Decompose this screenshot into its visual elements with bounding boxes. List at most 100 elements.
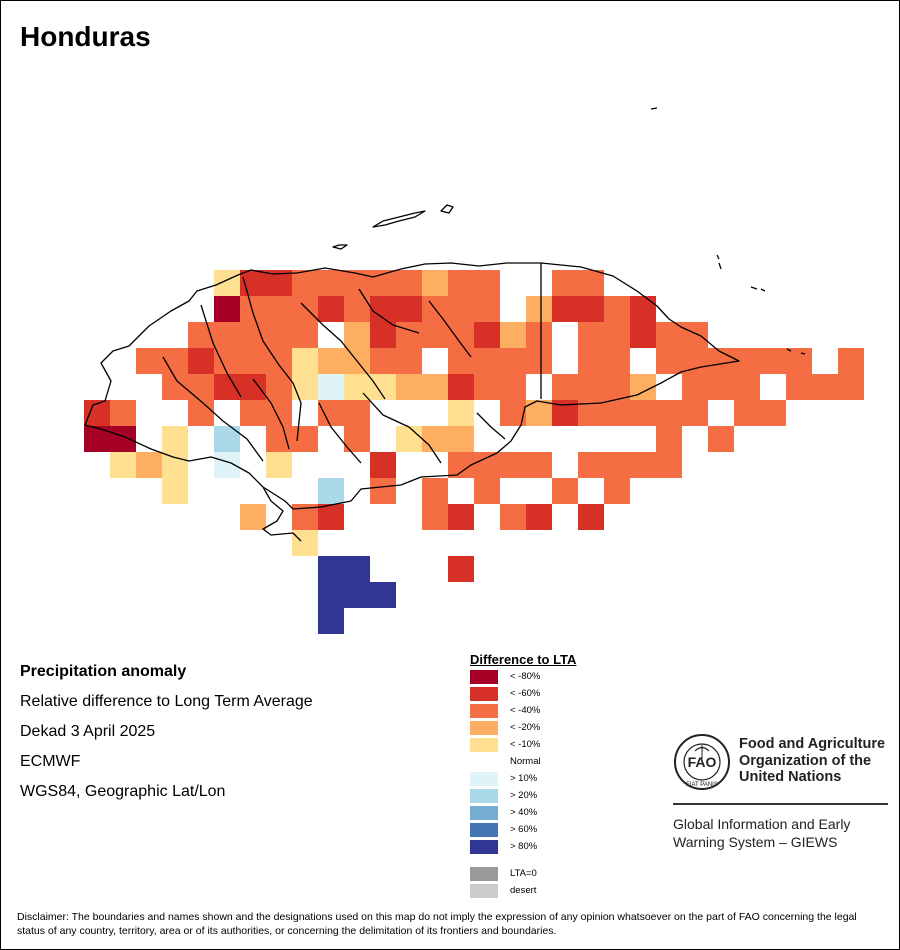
anomaly-cell bbox=[318, 504, 344, 530]
anomaly-cell bbox=[214, 322, 240, 348]
anomaly-cell bbox=[500, 322, 526, 348]
legend-label: Normal bbox=[510, 756, 541, 767]
bay-islands-roatan bbox=[372, 210, 426, 228]
anomaly-cell bbox=[318, 452, 344, 478]
anomaly-cell bbox=[292, 348, 318, 374]
anomaly-cell bbox=[422, 322, 448, 348]
anomaly-cell bbox=[214, 348, 240, 374]
legend-swatch bbox=[470, 670, 498, 684]
anomaly-cell bbox=[162, 452, 188, 478]
anomaly-cell bbox=[578, 504, 604, 530]
anomaly-cell bbox=[604, 374, 630, 400]
anomaly-cell bbox=[188, 374, 214, 400]
anomaly-cell bbox=[604, 400, 630, 426]
anomaly-cell bbox=[604, 348, 630, 374]
legend-swatch bbox=[470, 772, 498, 786]
legend-label: < -40% bbox=[510, 705, 541, 716]
anomaly-cell bbox=[422, 504, 448, 530]
anomaly-cell bbox=[318, 374, 344, 400]
anomaly-cell bbox=[214, 374, 240, 400]
anomaly-cell bbox=[448, 270, 474, 296]
anomaly-cell bbox=[578, 348, 604, 374]
anomaly-cell bbox=[110, 452, 136, 478]
anomaly-cell bbox=[266, 452, 292, 478]
miskito-cays bbox=[716, 254, 806, 355]
anomaly-cell bbox=[292, 322, 318, 348]
department-boundaries bbox=[162, 263, 542, 464]
anomaly-cell bbox=[526, 348, 552, 374]
legend-label: < -10% bbox=[510, 739, 541, 750]
anomaly-cell bbox=[682, 374, 708, 400]
anomaly-cell bbox=[240, 322, 266, 348]
anomaly-cell bbox=[136, 348, 162, 374]
anomaly-cell bbox=[708, 374, 734, 400]
fao-branding: FAO FIAT PANIS Food and Agriculture Orga… bbox=[673, 733, 888, 850]
precipitation-anomaly-map bbox=[84, 107, 864, 634]
anomaly-cell bbox=[396, 374, 422, 400]
anomaly-cell bbox=[266, 374, 292, 400]
anomaly-cell bbox=[370, 530, 396, 556]
anomaly-cell bbox=[188, 400, 214, 426]
anomaly-cell bbox=[578, 270, 604, 296]
anomaly-cell bbox=[188, 322, 214, 348]
anomaly-cell bbox=[240, 400, 266, 426]
anomaly-cell bbox=[500, 504, 526, 530]
anomaly-cell bbox=[474, 296, 500, 322]
fao-logo-icon: FAO FIAT PANIS bbox=[674, 734, 730, 790]
swan-islands bbox=[650, 107, 658, 110]
anomaly-cell bbox=[630, 296, 656, 322]
honduras-border bbox=[84, 262, 740, 510]
info-projection: WGS84, Geographic Lat/Lon bbox=[20, 783, 226, 800]
anomaly-cell bbox=[656, 348, 682, 374]
anomaly-grid bbox=[84, 270, 864, 634]
anomaly-cell bbox=[838, 374, 864, 400]
anomaly-cell bbox=[162, 426, 188, 452]
anomaly-cell bbox=[240, 270, 266, 296]
gulf-of-fonseca-coast bbox=[262, 486, 302, 542]
anomaly-cell bbox=[162, 348, 188, 374]
anomaly-cell bbox=[682, 322, 708, 348]
anomaly-cell bbox=[422, 270, 448, 296]
anomaly-cell bbox=[500, 348, 526, 374]
anomaly-cell bbox=[552, 426, 578, 452]
anomaly-cell bbox=[630, 452, 656, 478]
anomaly-cell bbox=[786, 348, 812, 374]
anomaly-cell bbox=[318, 400, 344, 426]
anomaly-cell bbox=[292, 270, 318, 296]
anomaly-cell bbox=[734, 374, 760, 400]
legend-swatch bbox=[470, 755, 498, 769]
anomaly-cell bbox=[474, 322, 500, 348]
anomaly-cell bbox=[188, 348, 214, 374]
anomaly-cell bbox=[448, 426, 474, 452]
legend-swatch bbox=[470, 867, 498, 881]
anomaly-cell bbox=[422, 374, 448, 400]
anomaly-cell bbox=[370, 556, 396, 582]
anomaly-cell bbox=[448, 374, 474, 400]
anomaly-cell bbox=[604, 322, 630, 348]
anomaly-cell bbox=[578, 322, 604, 348]
legend-label: desert bbox=[510, 885, 537, 896]
anomaly-cell bbox=[370, 504, 396, 530]
legend-swatch bbox=[470, 884, 498, 898]
anomaly-cell bbox=[396, 322, 422, 348]
anomaly-cell bbox=[370, 582, 396, 608]
bay-islands-guanaja bbox=[440, 204, 454, 214]
fao-name: Food and Agriculture Organization of the… bbox=[739, 736, 886, 785]
anomaly-cell bbox=[630, 322, 656, 348]
anomaly-cell bbox=[734, 400, 760, 426]
anomaly-cell bbox=[474, 478, 500, 504]
anomaly-cell bbox=[656, 452, 682, 478]
legend: Difference to LTA < -80% < -60% < -40% < -2… bbox=[470, 652, 576, 898]
anomaly-cell bbox=[266, 400, 292, 426]
anomaly-cell bbox=[760, 400, 786, 426]
anomaly-cell bbox=[474, 270, 500, 296]
anomaly-cell bbox=[240, 348, 266, 374]
anomaly-cell bbox=[448, 348, 474, 374]
svg-text:FIAT PANIS: FIAT PANIS bbox=[686, 782, 718, 788]
anomaly-cell bbox=[448, 452, 474, 478]
info-subheading: Relative difference to Long Term Average bbox=[20, 693, 313, 710]
anomaly-cell bbox=[760, 348, 786, 374]
anomaly-cell bbox=[110, 400, 136, 426]
anomaly-cell bbox=[422, 478, 448, 504]
anomaly-cell bbox=[474, 374, 500, 400]
